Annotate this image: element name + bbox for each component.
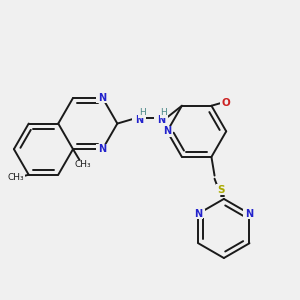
Bar xyxy=(96,93,109,103)
Bar xyxy=(74,160,91,169)
Bar xyxy=(215,185,226,194)
Text: O: O xyxy=(221,98,230,108)
Text: H: H xyxy=(139,109,146,118)
Text: N: N xyxy=(157,115,165,125)
Text: N: N xyxy=(194,209,202,219)
Text: N: N xyxy=(98,144,106,154)
Text: N: N xyxy=(163,126,171,136)
Text: N: N xyxy=(98,93,106,103)
Bar xyxy=(192,209,205,218)
Bar xyxy=(132,112,146,123)
Bar xyxy=(161,127,173,136)
Text: N: N xyxy=(245,209,253,219)
Text: H: H xyxy=(160,109,167,118)
Bar xyxy=(154,112,168,123)
Bar xyxy=(243,209,256,218)
Bar xyxy=(96,145,109,154)
Text: S: S xyxy=(217,184,224,195)
Bar xyxy=(8,173,25,182)
Text: CH₃: CH₃ xyxy=(8,173,25,182)
Text: N: N xyxy=(135,115,143,125)
Text: CH₃: CH₃ xyxy=(74,160,91,169)
Bar xyxy=(220,98,231,107)
